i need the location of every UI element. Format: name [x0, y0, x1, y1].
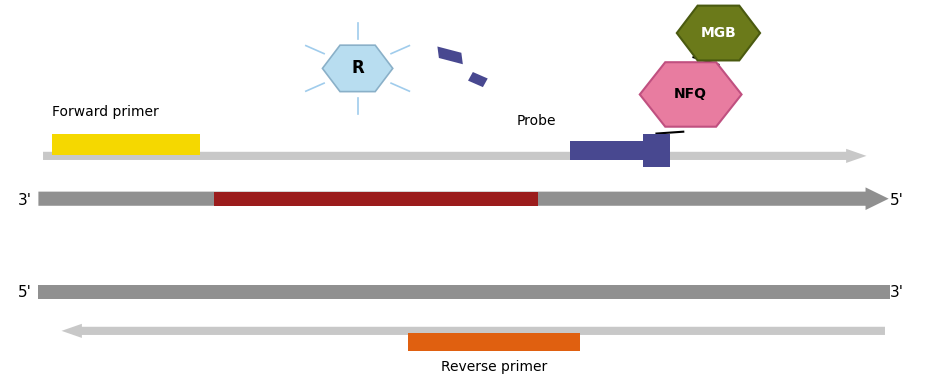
Text: Forward primer: Forward primer: [52, 105, 159, 119]
Bar: [641, 133, 669, 167]
FancyArrow shape: [38, 187, 888, 210]
Bar: [38, 285, 889, 299]
Text: 5': 5': [889, 193, 903, 208]
Text: 3': 3': [889, 285, 903, 300]
Text: Reverse primer: Reverse primer: [441, 359, 547, 373]
Polygon shape: [639, 62, 741, 127]
Text: R: R: [350, 59, 363, 77]
Bar: [52, 135, 200, 155]
FancyArrow shape: [61, 324, 884, 338]
Polygon shape: [676, 6, 759, 60]
Text: 5': 5': [18, 285, 32, 300]
Text: 3': 3': [18, 193, 32, 208]
Polygon shape: [467, 72, 488, 87]
Polygon shape: [437, 46, 463, 64]
FancyArrow shape: [43, 149, 866, 163]
Text: Probe: Probe: [516, 114, 556, 128]
Bar: [214, 192, 538, 206]
Bar: [570, 141, 653, 160]
Text: NFQ: NFQ: [673, 87, 706, 101]
Text: MGB: MGB: [700, 26, 735, 40]
Bar: [408, 333, 579, 351]
Polygon shape: [322, 45, 392, 91]
